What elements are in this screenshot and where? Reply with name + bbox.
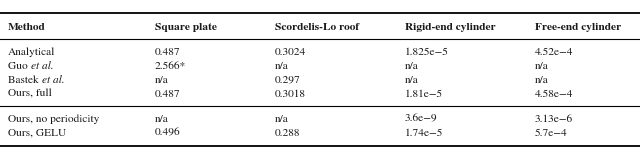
Text: 0.297: 0.297 (275, 75, 301, 85)
Text: n/a: n/a (155, 114, 169, 124)
Text: Scordelis-Lo roof: Scordelis-Lo roof (275, 23, 359, 31)
Text: 0.496: 0.496 (155, 128, 180, 138)
Text: Ours, full: Ours, full (8, 89, 52, 99)
Text: 3.13e−6: 3.13e−6 (535, 114, 573, 124)
Text: Free-end cylinder: Free-end cylinder (535, 23, 621, 31)
Text: Analytical: Analytical (8, 47, 56, 57)
Text: 1.81e−5: 1.81e−5 (405, 89, 443, 99)
Text: 0.3018: 0.3018 (275, 89, 306, 99)
Text: 1.74e−5: 1.74e−5 (405, 128, 444, 138)
Text: 0.487: 0.487 (155, 47, 180, 57)
Text: Square plate: Square plate (155, 23, 217, 31)
Text: n/a: n/a (275, 114, 289, 124)
Text: Ours, GELU: Ours, GELU (8, 128, 66, 138)
Text: Method: Method (8, 23, 45, 31)
Text: Ours, no periodicity: Ours, no periodicity (8, 114, 99, 124)
Text: Bastek: Bastek (8, 75, 42, 85)
Text: Guo: Guo (8, 61, 31, 71)
Text: 4.52e−4: 4.52e−4 (535, 47, 573, 57)
Text: 3.6e−9: 3.6e−9 (405, 114, 438, 124)
Text: 0.3024: 0.3024 (275, 47, 307, 57)
Text: 0.487: 0.487 (155, 89, 180, 99)
Text: n/a: n/a (535, 61, 548, 71)
Text: n/a: n/a (405, 75, 419, 85)
Text: 1.825e−5: 1.825e−5 (405, 47, 449, 57)
Text: et al.: et al. (31, 61, 53, 71)
Text: et al.: et al. (42, 75, 65, 85)
Text: 2.566*: 2.566* (155, 61, 186, 71)
Text: n/a: n/a (155, 75, 169, 85)
Text: 4.58e−4: 4.58e−4 (535, 89, 573, 99)
Text: Rigid-end cylinder: Rigid-end cylinder (405, 23, 495, 31)
Text: 0.288: 0.288 (275, 128, 301, 138)
Text: 5.7e−4: 5.7e−4 (535, 128, 568, 138)
Text: n/a: n/a (275, 61, 289, 71)
Text: n/a: n/a (405, 61, 419, 71)
Text: n/a: n/a (535, 75, 548, 85)
